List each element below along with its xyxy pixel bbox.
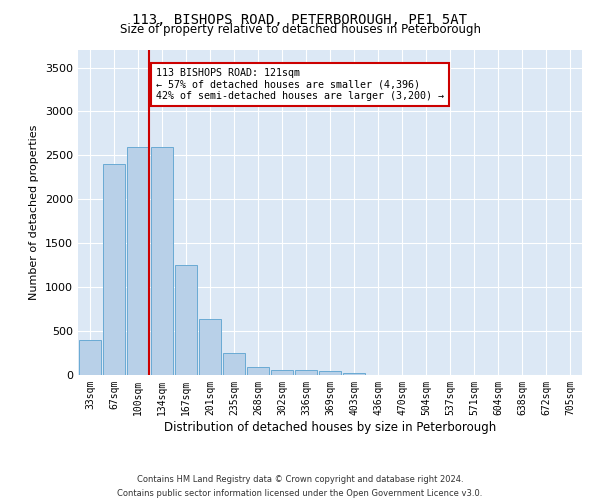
Bar xyxy=(79,340,101,375)
Bar xyxy=(103,164,125,375)
Bar xyxy=(127,146,149,375)
Bar xyxy=(199,319,221,375)
Text: Size of property relative to detached houses in Peterborough: Size of property relative to detached ho… xyxy=(119,22,481,36)
Text: Contains HM Land Registry data © Crown copyright and database right 2024.
Contai: Contains HM Land Registry data © Crown c… xyxy=(118,476,482,498)
Bar xyxy=(223,353,245,375)
Bar xyxy=(175,265,197,375)
Bar xyxy=(151,146,173,375)
Bar xyxy=(343,373,365,375)
Y-axis label: Number of detached properties: Number of detached properties xyxy=(29,125,40,300)
Text: 113, BISHOPS ROAD, PETERBOROUGH, PE1 5AT: 113, BISHOPS ROAD, PETERBOROUGH, PE1 5AT xyxy=(133,12,467,26)
Bar xyxy=(295,370,317,375)
Text: 113 BISHOPS ROAD: 121sqm
← 57% of detached houses are smaller (4,396)
42% of sem: 113 BISHOPS ROAD: 121sqm ← 57% of detach… xyxy=(156,68,444,101)
Bar xyxy=(271,370,293,375)
Bar xyxy=(247,367,269,375)
X-axis label: Distribution of detached houses by size in Peterborough: Distribution of detached houses by size … xyxy=(164,420,496,434)
Bar xyxy=(319,372,341,375)
